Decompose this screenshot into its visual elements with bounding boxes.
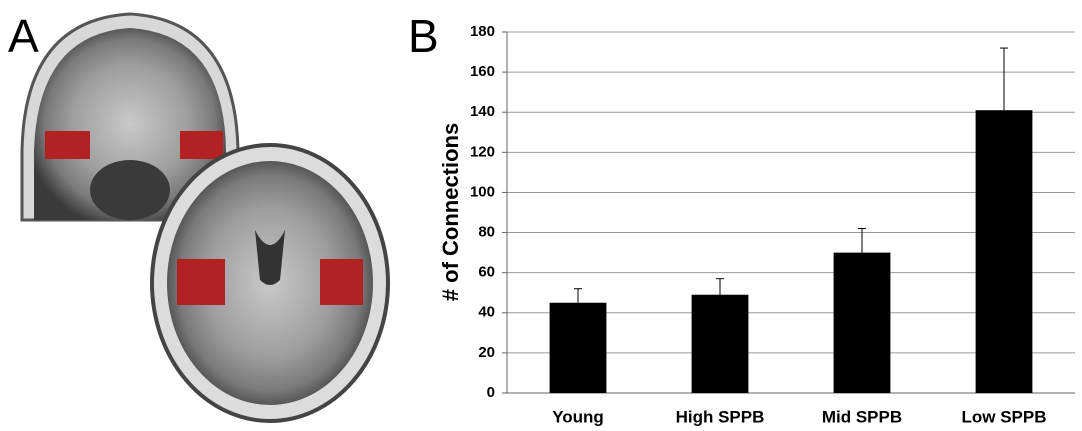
y-tick-label: 180 [470, 23, 495, 40]
y-tick-label: 20 [478, 344, 495, 361]
roi [180, 131, 223, 159]
y-tick-label: 160 [470, 63, 495, 80]
brain-images [22, 14, 388, 421]
coronal-brainstem [90, 160, 170, 220]
figure: A B # of Connections 0 20 40 60 80 100 120 140 1… [0, 0, 1082, 431]
y-tick-label: 60 [478, 264, 495, 281]
bar [692, 295, 749, 393]
x-tick-label: Young [552, 407, 604, 426]
panel-label: A [8, 10, 39, 62]
panel-label: B [408, 10, 439, 62]
bar [976, 110, 1033, 393]
y-tick-label: 80 [478, 224, 495, 241]
y-tick-label: 120 [470, 143, 495, 160]
y-tick-label: 100 [470, 183, 495, 200]
roi [320, 259, 363, 305]
y-axis-label: # of Connections [438, 123, 463, 301]
bar [834, 253, 891, 393]
y-tick-label: 140 [470, 103, 495, 120]
y-tick-label: 0 [487, 384, 495, 401]
roi [45, 131, 90, 159]
y-tick-label: 40 [478, 304, 495, 321]
x-tick-label: Mid SPPB [822, 407, 902, 426]
x-tick-label: Low SPPB [961, 407, 1046, 426]
bar [550, 303, 607, 393]
x-tick-label: High SPPB [676, 407, 765, 426]
roi [177, 259, 225, 305]
